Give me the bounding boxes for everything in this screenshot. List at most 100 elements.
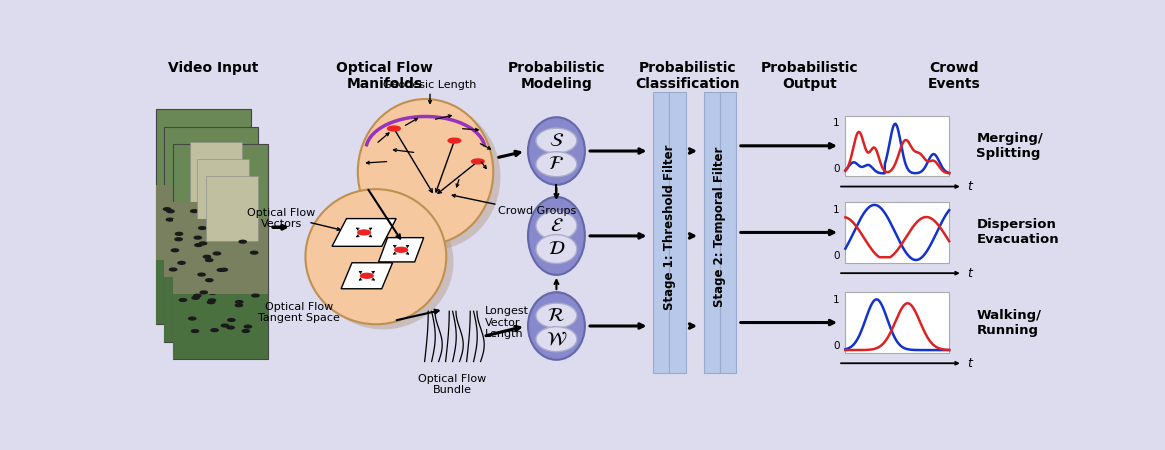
Circle shape xyxy=(184,269,191,271)
FancyBboxPatch shape xyxy=(172,219,268,294)
Ellipse shape xyxy=(536,234,577,264)
Circle shape xyxy=(205,259,213,261)
Circle shape xyxy=(204,255,211,258)
Text: Walking/
Running: Walking/ Running xyxy=(976,309,1042,337)
Circle shape xyxy=(395,248,408,252)
Circle shape xyxy=(167,218,174,221)
Circle shape xyxy=(176,233,183,235)
Text: $\mathcal{R}$: $\mathcal{R}$ xyxy=(548,306,565,324)
Circle shape xyxy=(234,225,241,228)
Ellipse shape xyxy=(536,211,577,240)
Circle shape xyxy=(191,210,198,212)
Text: $\mathcal{F}$: $\mathcal{F}$ xyxy=(549,155,564,173)
Circle shape xyxy=(209,292,216,294)
Text: Optical Flow
Manifolds: Optical Flow Manifolds xyxy=(337,61,433,91)
Text: Probabilistic
Output: Probabilistic Output xyxy=(761,61,859,91)
Text: Optical Flow
Bundle: Optical Flow Bundle xyxy=(418,374,487,395)
Text: $\mathcal{D}$: $\mathcal{D}$ xyxy=(548,240,565,258)
Circle shape xyxy=(239,240,246,243)
Text: Optical Flow
Vectors: Optical Flow Vectors xyxy=(247,208,316,230)
Text: 1: 1 xyxy=(833,295,840,305)
Circle shape xyxy=(177,254,184,256)
Circle shape xyxy=(197,226,204,229)
Circle shape xyxy=(176,287,183,290)
Circle shape xyxy=(388,126,401,131)
Text: $t$: $t$ xyxy=(967,180,974,193)
Circle shape xyxy=(213,252,220,255)
Circle shape xyxy=(195,276,203,279)
Text: Crowd
Events: Crowd Events xyxy=(927,61,980,91)
FancyBboxPatch shape xyxy=(156,228,252,324)
FancyBboxPatch shape xyxy=(704,92,720,373)
Text: Stage 1: Threshold Filter: Stage 1: Threshold Filter xyxy=(663,144,676,310)
Circle shape xyxy=(185,252,192,256)
Text: $t$: $t$ xyxy=(967,267,974,279)
FancyBboxPatch shape xyxy=(163,127,259,342)
Circle shape xyxy=(178,261,185,264)
Text: Dispersion
Evacuation: Dispersion Evacuation xyxy=(976,218,1059,247)
Circle shape xyxy=(199,227,206,230)
Circle shape xyxy=(235,301,242,303)
Circle shape xyxy=(245,231,252,234)
Text: Probabilistic
Modeling: Probabilistic Modeling xyxy=(508,61,606,91)
FancyBboxPatch shape xyxy=(654,92,669,373)
Text: $\mathcal{W}$: $\mathcal{W}$ xyxy=(545,330,567,348)
Circle shape xyxy=(195,236,202,239)
Circle shape xyxy=(206,279,213,282)
Text: 0: 0 xyxy=(833,251,840,261)
Circle shape xyxy=(207,301,214,304)
FancyBboxPatch shape xyxy=(669,92,685,373)
FancyBboxPatch shape xyxy=(846,116,949,176)
Ellipse shape xyxy=(528,292,585,360)
Ellipse shape xyxy=(536,327,577,351)
FancyBboxPatch shape xyxy=(197,159,249,224)
Circle shape xyxy=(472,159,485,164)
FancyBboxPatch shape xyxy=(156,184,252,260)
Circle shape xyxy=(163,208,171,211)
Circle shape xyxy=(227,319,235,321)
Circle shape xyxy=(358,230,370,235)
Text: $\mathcal{S}$: $\mathcal{S}$ xyxy=(549,131,564,149)
Circle shape xyxy=(211,329,218,332)
Ellipse shape xyxy=(365,104,501,250)
Text: Merging/
Splitting: Merging/ Splitting xyxy=(976,132,1043,160)
Text: 0: 0 xyxy=(833,164,840,175)
Ellipse shape xyxy=(305,189,446,324)
Text: 0: 0 xyxy=(833,341,840,351)
Circle shape xyxy=(209,288,216,291)
FancyBboxPatch shape xyxy=(163,245,259,342)
Circle shape xyxy=(195,243,202,247)
Ellipse shape xyxy=(528,117,585,185)
Circle shape xyxy=(227,326,234,329)
Circle shape xyxy=(252,294,259,297)
FancyBboxPatch shape xyxy=(846,202,949,263)
Circle shape xyxy=(217,269,225,271)
Ellipse shape xyxy=(528,197,585,275)
FancyBboxPatch shape xyxy=(172,262,268,359)
Text: Longest
Vector
Length: Longest Vector Length xyxy=(485,306,529,339)
Text: Geodesic Length: Geodesic Length xyxy=(383,81,476,90)
Polygon shape xyxy=(341,263,393,289)
Circle shape xyxy=(200,291,207,294)
Text: $t$: $t$ xyxy=(967,357,974,370)
Circle shape xyxy=(191,330,198,333)
Circle shape xyxy=(235,304,242,306)
Circle shape xyxy=(250,251,257,254)
FancyBboxPatch shape xyxy=(156,109,252,324)
Circle shape xyxy=(199,242,206,245)
Circle shape xyxy=(174,290,181,292)
Polygon shape xyxy=(332,219,396,246)
Ellipse shape xyxy=(312,194,453,329)
FancyBboxPatch shape xyxy=(190,142,242,206)
Circle shape xyxy=(449,138,460,143)
Ellipse shape xyxy=(536,303,577,328)
Circle shape xyxy=(242,330,249,333)
Circle shape xyxy=(236,224,243,227)
Circle shape xyxy=(360,273,373,278)
Circle shape xyxy=(245,325,252,328)
Circle shape xyxy=(198,273,205,276)
Text: Stage 2: Temporal Filter: Stage 2: Temporal Filter xyxy=(713,147,726,307)
FancyBboxPatch shape xyxy=(720,92,736,373)
Text: Video Input: Video Input xyxy=(168,61,259,75)
Polygon shape xyxy=(379,238,424,262)
